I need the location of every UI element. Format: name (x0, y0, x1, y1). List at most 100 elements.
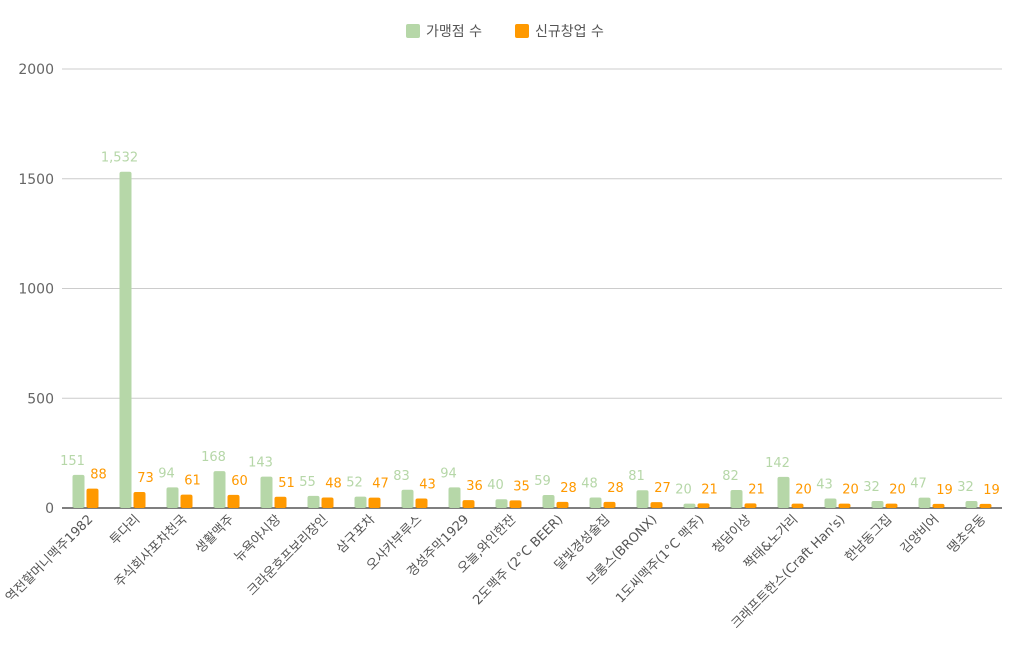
label-new-4: 51 (278, 476, 295, 491)
label-new-14: 21 (748, 482, 765, 497)
label-franchise-15: 142 (765, 456, 790, 471)
label-new-9: 35 (513, 479, 530, 494)
bars (72, 171, 992, 508)
label-new-0: 88 (90, 468, 107, 483)
bar-franchise-13[interactable] (683, 503, 696, 508)
bar-franchise-9[interactable] (495, 499, 508, 508)
label-new-15: 20 (795, 483, 812, 498)
bar-franchise-16[interactable] (824, 498, 837, 508)
label-new-3: 60 (231, 474, 248, 489)
bar-franchise-2[interactable] (166, 487, 179, 508)
bar-new-18[interactable] (932, 503, 945, 508)
label-new-8: 36 (466, 479, 483, 494)
x-tick-label: 땡초우동 (945, 512, 989, 556)
label-new-10: 28 (560, 481, 577, 496)
bar-franchise-14[interactable] (730, 490, 743, 508)
label-franchise-7: 83 (393, 469, 410, 484)
x-tick-label: 생활맥주 (193, 512, 237, 556)
bar-franchise-4[interactable] (260, 476, 273, 508)
label-franchise-6: 52 (346, 476, 363, 491)
y-tick-label: 2000 (18, 62, 54, 78)
legend-swatch (406, 24, 420, 38)
label-franchise-14: 82 (722, 469, 739, 484)
legend-swatch (515, 24, 529, 38)
bar-franchise-15[interactable] (777, 476, 790, 508)
x-tick-label: 삼구포차 (334, 512, 378, 556)
x-tick-label: 2도맥주 (2°C BEER) (470, 512, 566, 608)
bar-new-17[interactable] (885, 503, 898, 508)
label-new-1: 73 (137, 471, 154, 486)
label-franchise-16: 43 (816, 478, 833, 493)
bar-new-12[interactable] (650, 502, 663, 508)
label-new-5: 48 (325, 476, 342, 491)
label-franchise-11: 48 (581, 476, 598, 491)
bar-franchise-11[interactable] (589, 497, 602, 508)
bar-franchise-0[interactable] (72, 474, 85, 508)
bar-franchise-7[interactable] (401, 489, 414, 508)
label-franchise-1: 1,532 (101, 151, 138, 166)
label-franchise-8: 94 (440, 466, 457, 481)
bar-franchise-10[interactable] (542, 495, 555, 508)
legend[interactable]: 가맹점 수 신규창업 수 (406, 24, 604, 40)
bar-franchise-8[interactable] (448, 487, 461, 508)
x-tick-label: 크라운호프보리장인 (245, 512, 332, 599)
label-franchise-4: 143 (248, 456, 273, 471)
bar-new-5[interactable] (321, 497, 334, 508)
bar-new-0[interactable] (86, 488, 99, 508)
label-franchise-18: 47 (910, 477, 927, 492)
label-franchise-9: 40 (487, 478, 504, 493)
label-new-17: 20 (889, 483, 906, 498)
bar-franchise-5[interactable] (307, 495, 320, 508)
bar-new-10[interactable] (556, 501, 569, 508)
label-franchise-2: 94 (158, 466, 175, 481)
bar-franchise-3[interactable] (213, 471, 226, 508)
bar-franchise-6[interactable] (354, 496, 367, 508)
label-franchise-19: 32 (957, 480, 974, 495)
y-axis-ticks: 0 500 1000 1500 2000 (18, 62, 54, 517)
bar-new-15[interactable] (791, 503, 804, 508)
legend-item-new[interactable]: 신규창업 수 (515, 24, 604, 40)
legend-label: 신규창업 수 (535, 24, 604, 40)
label-new-19: 19 (983, 483, 1000, 498)
bar-franchise-12[interactable] (636, 490, 649, 508)
bar-new-7[interactable] (415, 498, 428, 508)
y-tick-label: 500 (27, 391, 54, 407)
bar-new-16[interactable] (838, 503, 851, 508)
bar-new-1[interactable] (133, 491, 146, 508)
bar-new-4[interactable] (274, 496, 287, 508)
label-new-2: 61 (184, 474, 201, 489)
label-new-11: 28 (607, 481, 624, 496)
legend-label: 가맹점 수 (426, 24, 482, 40)
bar-new-9[interactable] (509, 500, 522, 508)
bar-new-13[interactable] (697, 503, 710, 508)
bar-new-14[interactable] (744, 503, 757, 508)
x-tick-label: 투다리 (107, 512, 143, 548)
bar-franchise-19[interactable] (965, 500, 978, 508)
x-tick-label: 한남동그집 (842, 512, 895, 565)
bar-franchise-18[interactable] (918, 497, 931, 508)
bar-new-6[interactable] (368, 497, 381, 508)
y-tick-label: 1000 (18, 282, 54, 298)
label-new-7: 43 (419, 478, 436, 493)
label-new-6: 47 (372, 477, 389, 492)
label-franchise-17: 32 (863, 480, 880, 495)
label-franchise-3: 168 (201, 450, 226, 465)
bar-new-3[interactable] (227, 494, 240, 508)
bar-new-2[interactable] (180, 494, 193, 508)
legend-item-franchise[interactable]: 가맹점 수 (406, 24, 482, 40)
x-tick-label: 청담이상 (710, 512, 754, 556)
label-franchise-13: 20 (675, 483, 692, 498)
bar-new-8[interactable] (462, 500, 475, 508)
label-new-18: 19 (936, 483, 953, 498)
y-tick-label: 0 (45, 501, 54, 517)
x-tick-label: 1도씨맥주(1°C 맥주) (613, 512, 707, 606)
bar-new-19[interactable] (979, 503, 992, 508)
label-franchise-10: 59 (534, 474, 551, 489)
bar-franchise-1[interactable] (119, 171, 132, 508)
bar-franchise-17[interactable] (871, 500, 884, 508)
label-new-13: 21 (701, 482, 718, 497)
bar-new-11[interactable] (603, 501, 616, 508)
x-tick-label: 역전할머니맥주1982 (3, 512, 96, 605)
